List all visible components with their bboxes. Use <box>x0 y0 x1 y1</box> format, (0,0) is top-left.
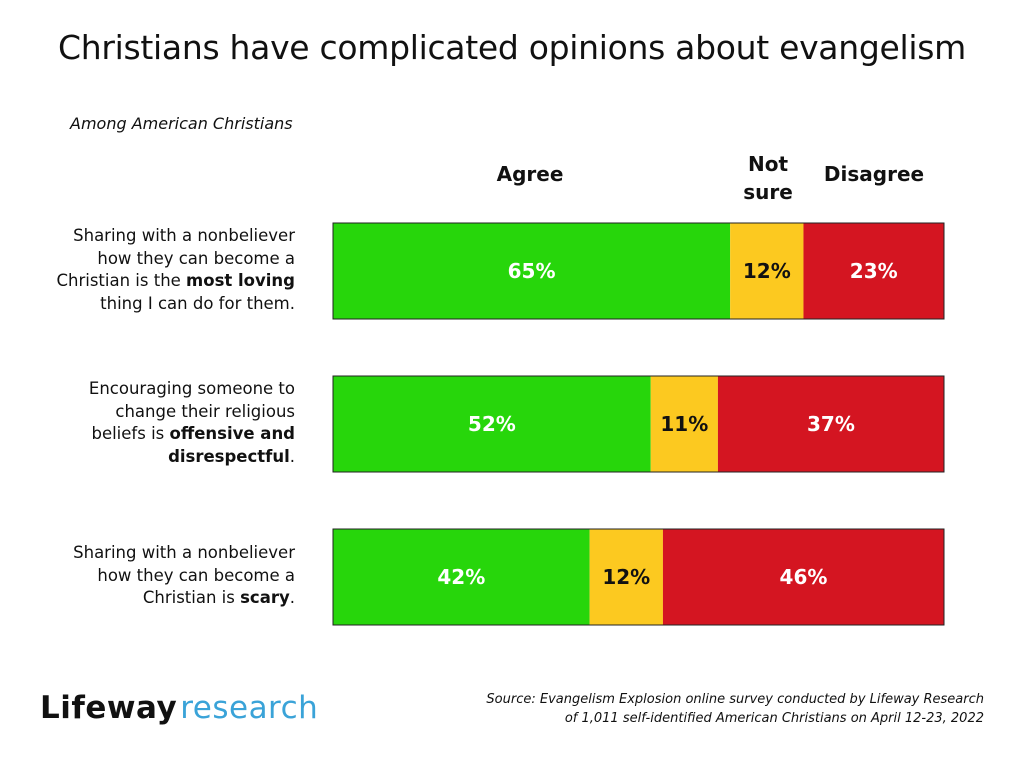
statement-3-line-3-post: . <box>289 588 295 607</box>
statement-3-line-3: Christian is scary. <box>35 587 295 610</box>
data-label-not-sure-row-1: 12% <box>743 259 791 283</box>
statement-label-1: Sharing with a nonbeliever how they can … <box>35 225 295 315</box>
bar-segment-not-sure-row-3 <box>589 529 663 625</box>
chart-subtitle: Among American Christians <box>70 114 293 133</box>
source-note: Source: Evangelism Explosion online surv… <box>464 690 984 728</box>
bar-outline-row-2 <box>332 375 945 473</box>
logo-brand: Lifeway <box>40 690 178 726</box>
statement-3-line-3-text: Christian is <box>142 588 241 607</box>
bar-segment-agree-row-1 <box>333 223 731 319</box>
statement-label-2: Encouraging someone to change their reli… <box>35 378 295 468</box>
bar-outline-row-1 <box>332 222 945 320</box>
source-line-1: Source: Evangelism Explosion online surv… <box>486 692 984 707</box>
statement-3-line-2: how they can become a <box>97 565 295 585</box>
bar-segment-not-sure-row-2 <box>650 376 718 472</box>
bar-segment-disagree-row-1 <box>803 223 944 319</box>
statement-2-line-3: beliefs is offensive and <box>35 423 295 446</box>
chart-title: Christians have complicated opinions abo… <box>58 28 966 67</box>
statement-1-emphasis: most loving <box>186 271 295 290</box>
statement-2-emphasis-2: disrespectful <box>168 446 290 466</box>
lifeway-research-logo: Lifewayresearch <box>40 690 318 726</box>
statement-label-3: Sharing with a nonbeliever how they can … <box>35 542 295 610</box>
statement-2-line-2: change their religious <box>115 401 295 421</box>
data-label-not-sure-row-2: 11% <box>660 412 708 436</box>
statement-3-line-1: Sharing with a nonbeliever <box>73 543 295 562</box>
data-label-agree-row-3: 42% <box>437 565 485 589</box>
bar-segment-agree-row-2 <box>333 376 651 472</box>
statement-2-line-3-text: beliefs is <box>91 424 170 443</box>
column-header-not-sure-line2: sure <box>743 180 793 204</box>
bar-segment-disagree-row-3 <box>662 529 944 625</box>
data-label-agree-row-1: 65% <box>508 259 556 283</box>
source-line-2: of 1,011 self-identified American Christ… <box>564 711 984 726</box>
bar-segment-not-sure-row-1 <box>730 223 804 319</box>
data-label-not-sure-row-3: 12% <box>602 565 650 589</box>
column-header-disagree: Disagree <box>823 162 925 186</box>
column-header-not-sure: Not sure <box>728 150 808 206</box>
statement-2-emphasis-1: offensive and <box>169 424 296 443</box>
statement-2-line-1: Encouraging someone to <box>88 379 295 398</box>
data-label-disagree-row-3: 46% <box>780 565 828 589</box>
statement-2-line-4-text: . <box>289 446 295 466</box>
statement-1-line-4: thing I can do for them. <box>100 293 295 313</box>
bar-segment-agree-row-3 <box>333 529 590 625</box>
column-header-not-sure-line1: Not <box>747 152 789 176</box>
data-label-agree-row-2: 52% <box>468 412 516 436</box>
logo-research: research <box>180 690 319 726</box>
data-label-disagree-row-2: 37% <box>807 412 855 436</box>
statement-1-line-3: Christian is the most loving <box>35 270 295 293</box>
statement-1-line-3-text: Christian is the <box>56 271 187 290</box>
column-header-agree: Agree <box>496 162 564 186</box>
data-label-disagree-row-1: 23% <box>850 259 898 283</box>
bar-outline-row-3 <box>332 528 945 626</box>
statement-1-line-1: Sharing with a nonbeliever <box>73 226 295 245</box>
bar-segment-disagree-row-2 <box>717 376 944 472</box>
statement-2-line-4: disrespectful. <box>35 446 295 469</box>
statement-1-line-2: how they can become a <box>97 248 295 268</box>
statement-3-emphasis: scary <box>240 588 290 607</box>
